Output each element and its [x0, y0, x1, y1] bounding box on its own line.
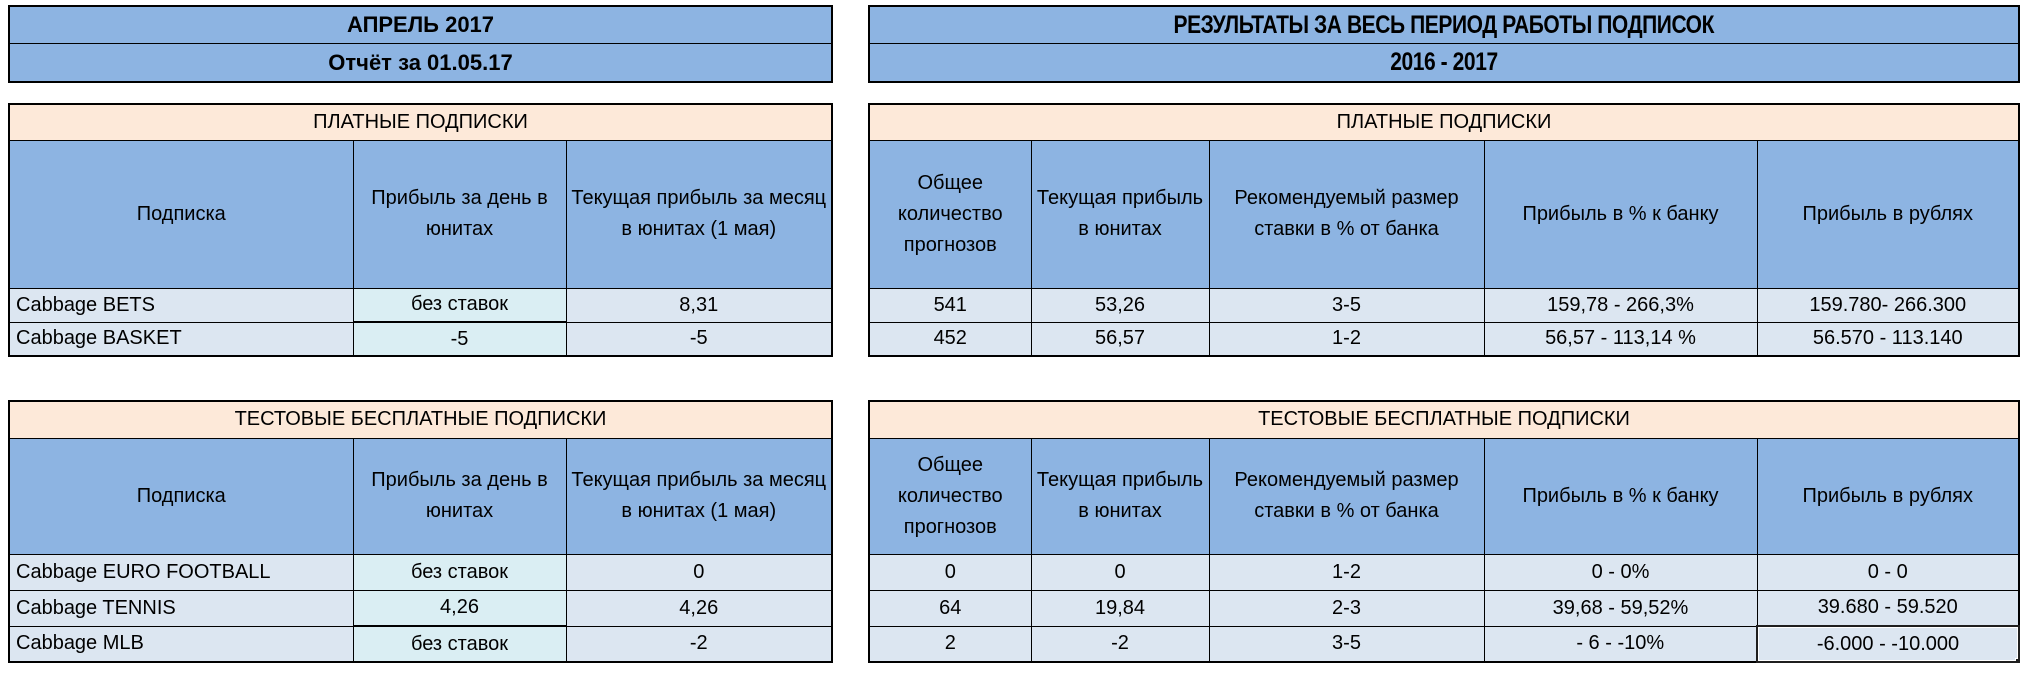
banner-report-date-cell[interactable]: Отчёт за 01.05.17: [328, 49, 513, 75]
header-current-profit-units[interactable]: Текущая прибыль в юнитах: [1030, 437, 1210, 555]
table-row: 541 53,26 3-5 159,78 - 266,3% 159.780- 2…: [868, 287, 2020, 323]
cell-recommended-stake[interactable]: 3-5: [1208, 287, 1485, 323]
table-title-row: ТЕСТОВЫЕ БЕСПЛАТНЫЕ ПОДПИСКИ: [8, 400, 833, 439]
cell-subscription[interactable]: Cabbage MLB: [8, 625, 354, 663]
cell-subscription[interactable]: Cabbage TENNIS: [8, 589, 354, 627]
header-profit-percent-bank[interactable]: Прибыль в % к банку: [1483, 139, 1758, 289]
cell-profit-percent-bank[interactable]: 39,68 - 59,52%: [1483, 589, 1758, 627]
table-title-row: ПЛАТНЫЕ ПОДПИСКИ: [8, 103, 833, 141]
cell-current-profit-units[interactable]: -2: [1030, 625, 1210, 663]
cell-recommended-stake[interactable]: 1-2: [1208, 321, 1485, 357]
cell-total-forecasts[interactable]: 0: [868, 553, 1032, 591]
column-header-row: Общее количество прогнозов Текущая прибы…: [868, 139, 2020, 289]
cell-current-profit-units[interactable]: 0: [1030, 553, 1210, 591]
cell-month-profit[interactable]: 8,31: [565, 287, 833, 323]
header-profit-rubles[interactable]: Прибыль в рублях: [1756, 437, 2020, 555]
cell-recommended-stake[interactable]: 2-3: [1208, 589, 1485, 627]
cell-profit-percent-bank[interactable]: 159,78 - 266,3%: [1483, 287, 1758, 323]
table-title-row: ПЛАТНЫЕ ПОДПИСКИ: [868, 103, 2020, 141]
cell-daily-profit[interactable]: без ставок: [352, 553, 567, 591]
header-month-profit[interactable]: Текущая прибыль за месяц в юнитах (1 мая…: [565, 437, 833, 555]
header-profit-rubles[interactable]: Прибыль в рублях: [1756, 139, 2020, 289]
cell-total-forecasts[interactable]: 452: [868, 321, 1032, 357]
cell-profit-percent-bank[interactable]: 56,57 - 113,14 %: [1483, 321, 1758, 357]
cell-subscription[interactable]: Cabbage BASKET: [8, 321, 354, 357]
column-header-row: Общее количество прогнозов Текущая прибы…: [868, 437, 2020, 555]
header-recommended-stake[interactable]: Рекомендуемый размер ставки в % от банка: [1208, 139, 1485, 289]
cell-profit-percent-bank[interactable]: - 6 - -10%: [1483, 625, 1758, 663]
header-subscription[interactable]: Подписка: [8, 437, 354, 555]
header-current-profit-units[interactable]: Текущая прибыль в юнитах: [1030, 139, 1210, 289]
test-subscriptions-right-table: ТЕСТОВЫЕ БЕСПЛАТНЫЕ ПОДПИСКИ Общее колич…: [868, 400, 2020, 663]
cell-daily-profit[interactable]: -5: [352, 321, 567, 357]
cell-subscription[interactable]: Cabbage EURO FOOTBALL: [8, 553, 354, 591]
table-row: 64 19,84 2-3 39,68 - 59,52% 39.680 - 59.…: [868, 589, 2020, 627]
table-row: Cabbage MLB без ставок -2: [8, 625, 833, 663]
column-header-row: Подписка Прибыль за день в юнитах Текуща…: [8, 139, 833, 289]
banner-results-title-cell[interactable]: РЕЗУЛЬТАТЫ ЗА ВЕСЬ ПЕРИОД РАБОТЫ ПОДПИСО…: [870, 7, 2018, 44]
cell-month-profit[interactable]: 4,26: [565, 589, 833, 627]
table-title-cell[interactable]: ПЛАТНЫЕ ПОДПИСКИ: [868, 103, 2020, 141]
header-daily-profit[interactable]: Прибыль за день в юнитах: [352, 437, 567, 555]
fill-handle[interactable]: [2015, 658, 2017, 660]
table-row: 2 -2 3-5 - 6 - -10% -6.000 - -10.000: [868, 625, 2020, 663]
header-daily-profit[interactable]: Прибыль за день в юнитах: [352, 139, 567, 289]
table-row: Cabbage EURO FOOTBALL без ставок 0: [8, 553, 833, 591]
column-header-row: Подписка Прибыль за день в юнитах Текуща…: [8, 437, 833, 555]
cell-recommended-stake[interactable]: 3-5: [1208, 625, 1485, 663]
table-title-row: ТЕСТОВЫЕ БЕСПЛАТНЫЕ ПОДПИСКИ: [868, 400, 2020, 439]
paid-subscriptions-right-table: ПЛАТНЫЕ ПОДПИСКИ Общее количество прогно…: [868, 103, 2020, 357]
header-total-forecasts[interactable]: Общее количество прогнозов: [868, 139, 1032, 289]
cell-current-profit-units[interactable]: 19,84: [1030, 589, 1210, 627]
paid-subscriptions-left-table: ПЛАТНЫЕ ПОДПИСКИ Подписка Прибыль за ден…: [8, 103, 833, 357]
cell-month-profit[interactable]: -2: [565, 625, 833, 663]
banner-period-text: 2016 - 2017: [1390, 48, 1498, 76]
cell-current-profit-units[interactable]: 53,26: [1030, 287, 1210, 323]
cell-profit-rubles[interactable]: 159.780- 266.300: [1756, 287, 2020, 323]
cell-month-profit[interactable]: 0: [565, 553, 833, 591]
right-section: РЕЗУЛЬТАТЫ ЗА ВЕСЬ ПЕРИОД РАБОТЫ ПОДПИСО…: [868, 0, 2020, 684]
table-row: 0 0 1-2 0 - 0% 0 - 0: [868, 553, 2020, 591]
header-total-forecasts[interactable]: Общее количество прогнозов: [868, 437, 1032, 555]
cell-profit-rubles[interactable]: 0 - 0: [1756, 553, 2020, 591]
selected-cell[interactable]: -6.000 - -10.000: [1756, 625, 2020, 663]
header-month-profit[interactable]: Текущая прибыль за месяц в юнитах (1 мая…: [565, 139, 833, 289]
cell-profit-rubles[interactable]: 56.570 - 113.140: [1756, 321, 2020, 357]
cell-profit-percent-bank[interactable]: 0 - 0%: [1483, 553, 1758, 591]
table-row: Cabbage BASKET -5 -5: [8, 321, 833, 357]
cell-daily-profit[interactable]: 4,26: [352, 589, 567, 627]
cell-daily-profit[interactable]: без ставок: [352, 287, 567, 323]
cell-recommended-stake[interactable]: 1-2: [1208, 553, 1485, 591]
table-row: Cabbage BETS без ставок 8,31: [8, 287, 833, 323]
cell-total-forecasts[interactable]: 64: [868, 589, 1032, 627]
cell-subscription[interactable]: Cabbage BETS: [8, 287, 354, 323]
banner-period-cell[interactable]: 2016 - 2017: [870, 44, 2018, 81]
table-row: Cabbage TENNIS 4,26 4,26: [8, 589, 833, 627]
banner-month-cell[interactable]: АПРЕЛЬ 2017: [10, 7, 831, 44]
left-section: АПРЕЛЬ 2017 Отчёт за 01.05.17 ПЛАТНЫЕ ПО…: [8, 0, 833, 684]
table-title-cell[interactable]: ТЕСТОВЫЕ БЕСПЛАТНЫЕ ПОДПИСКИ: [8, 400, 833, 439]
table-title-cell[interactable]: ТЕСТОВЫЕ БЕСПЛАТНЫЕ ПОДПИСКИ: [868, 400, 2020, 439]
left-banner: АПРЕЛЬ 2017 Отчёт за 01.05.17: [8, 5, 833, 83]
header-recommended-stake[interactable]: Рекомендуемый размер ставки в % от банка: [1208, 437, 1485, 555]
cell-month-profit[interactable]: -5: [565, 321, 833, 357]
cell-daily-profit[interactable]: без ставок: [352, 625, 567, 663]
header-subscription[interactable]: Подписка: [8, 139, 354, 289]
cell-total-forecasts[interactable]: 541: [868, 287, 1032, 323]
cell-total-forecasts[interactable]: 2: [868, 625, 1032, 663]
table-row: 452 56,57 1-2 56,57 - 113,14 % 56.570 - …: [868, 321, 2020, 357]
table-title-cell[interactable]: ПЛАТНЫЕ ПОДПИСКИ: [8, 103, 833, 141]
banner-results-title-text: РЕЗУЛЬТАТЫ ЗА ВЕСЬ ПЕРИОД РАБОТЫ ПОДПИСО…: [1173, 10, 1715, 39]
right-banner: РЕЗУЛЬТАТЫ ЗА ВЕСЬ ПЕРИОД РАБОТЫ ПОДПИСО…: [868, 5, 2020, 83]
header-profit-percent-bank[interactable]: Прибыль в % к банку: [1483, 437, 1758, 555]
cell-profit-rubles[interactable]: 39.680 - 59.520: [1756, 589, 2020, 627]
test-subscriptions-left-table: ТЕСТОВЫЕ БЕСПЛАТНЫЕ ПОДПИСКИ Подписка Пр…: [8, 400, 833, 663]
cell-current-profit-units[interactable]: 56,57: [1030, 321, 1210, 357]
